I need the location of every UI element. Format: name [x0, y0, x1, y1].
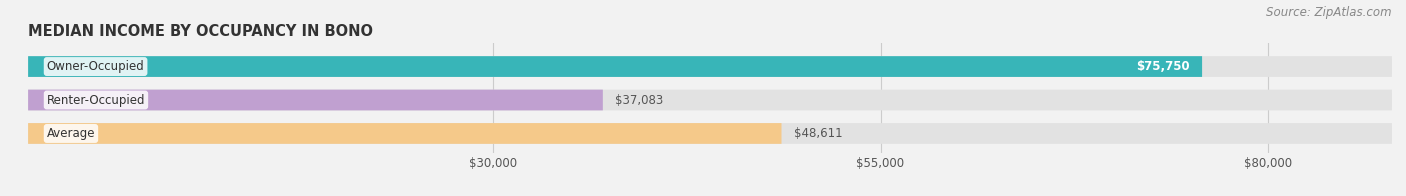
FancyBboxPatch shape [28, 90, 1392, 110]
FancyBboxPatch shape [28, 123, 1392, 144]
FancyBboxPatch shape [28, 123, 782, 144]
Text: $75,750: $75,750 [1136, 60, 1189, 73]
Text: Average: Average [46, 127, 96, 140]
Text: Source: ZipAtlas.com: Source: ZipAtlas.com [1267, 6, 1392, 19]
Text: Owner-Occupied: Owner-Occupied [46, 60, 145, 73]
FancyBboxPatch shape [28, 56, 1202, 77]
Text: MEDIAN INCOME BY OCCUPANCY IN BONO: MEDIAN INCOME BY OCCUPANCY IN BONO [28, 24, 373, 39]
FancyBboxPatch shape [28, 56, 1392, 77]
Text: Renter-Occupied: Renter-Occupied [46, 93, 145, 106]
Text: $48,611: $48,611 [794, 127, 842, 140]
Text: $37,083: $37,083 [616, 93, 664, 106]
FancyBboxPatch shape [28, 90, 603, 110]
